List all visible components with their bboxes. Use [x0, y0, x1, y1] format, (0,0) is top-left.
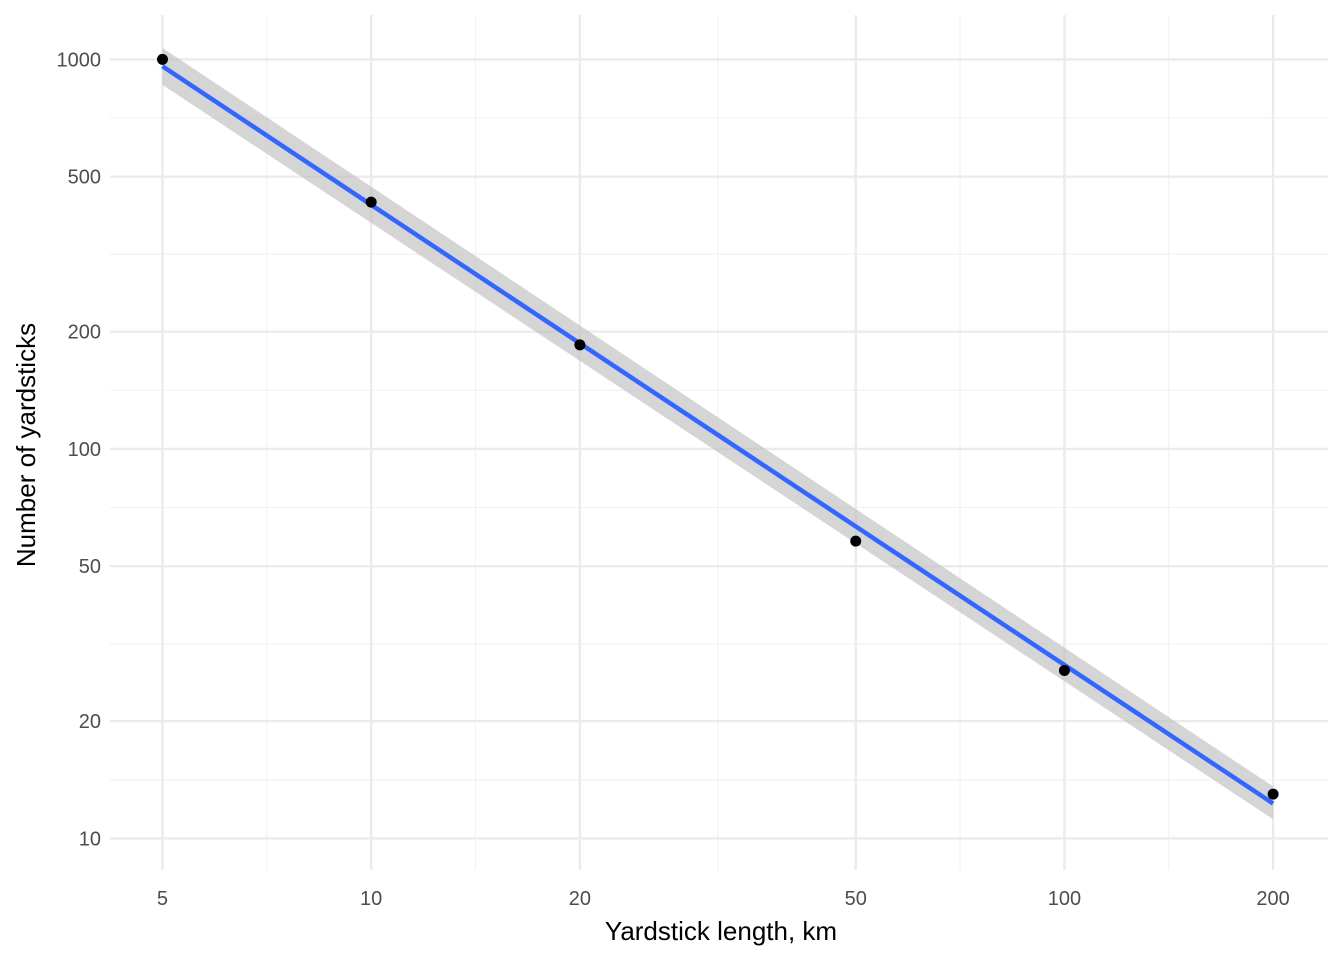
y-tick-label: 20	[79, 711, 101, 733]
y-tick-label: 200	[68, 322, 101, 344]
data-point	[574, 339, 586, 351]
x-tick-label: 5	[157, 888, 168, 910]
x-tick-label: 200	[1256, 888, 1289, 910]
major-grid	[110, 15, 1328, 870]
x-tick-label: 10	[360, 888, 382, 910]
y-axis-tick-labels: 10 20 50 100 200 500 1000	[57, 49, 102, 850]
data-point	[365, 196, 377, 208]
x-axis-title: Yardstick length, km	[605, 916, 837, 946]
x-tick-label: 100	[1048, 888, 1081, 910]
y-tick-label: 100	[68, 439, 101, 461]
fit-line-layer	[161, 64, 1275, 806]
data-points	[156, 53, 1279, 800]
data-point	[1267, 788, 1279, 800]
data-point	[850, 535, 862, 547]
y-tick-label: 50	[79, 556, 101, 578]
y-tick-label: 10	[79, 828, 101, 850]
data-point	[1058, 664, 1070, 676]
y-tick-label: 1000	[57, 49, 102, 71]
y-axis-title: Number of yardsticks	[11, 323, 41, 567]
y-tick-label: 500	[68, 167, 101, 189]
x-tick-label: 50	[845, 888, 867, 910]
minor-grid	[110, 15, 1328, 870]
x-tick-label: 20	[569, 888, 591, 910]
data-point	[156, 53, 168, 65]
fit-line	[161, 64, 1275, 806]
x-axis-tick-labels: 5 10 20 50 100 200	[157, 888, 1290, 910]
